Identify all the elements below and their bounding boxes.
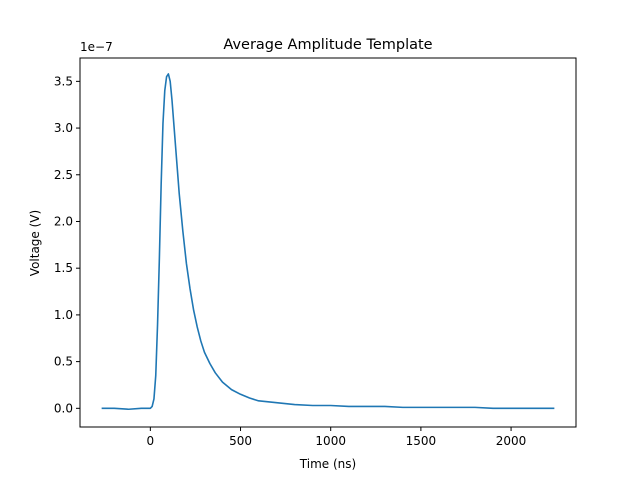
x-axis-label: Time (ns) [299, 457, 356, 471]
series-line-0 [101, 73, 555, 411]
x-tick-label: 1000 [315, 434, 346, 448]
y-tick-label: 3.0 [54, 121, 73, 135]
y-tick-label: 0.5 [54, 355, 73, 369]
ticks-layer: 0 500 1000 1500 2000 0.0 0.5 1.0 1.5 2.0 2.5 3.0 3.5 [54, 74, 526, 448]
y-tick-label: 1.5 [54, 261, 73, 275]
plot-layer [101, 73, 555, 411]
y-tick-label: 2.0 [54, 214, 73, 228]
x-tick-label: 1500 [406, 434, 437, 448]
x-tick-label: 2000 [496, 434, 527, 448]
y-offset-text: 1e−7 [80, 40, 113, 54]
y-tick-label: 1.0 [54, 308, 73, 322]
chart-title: Average Amplitude Template [223, 37, 432, 53]
x-tick-label: 0 [147, 434, 155, 448]
y-tick-label: 2.5 [54, 168, 73, 182]
axes-frame [79, 57, 577, 428]
y-tick-label: 0.0 [54, 401, 73, 415]
y-tick-label: 3.5 [54, 74, 73, 88]
y-axis-label: Voltage (V) [28, 210, 42, 276]
x-tick-label: 500 [229, 434, 252, 448]
